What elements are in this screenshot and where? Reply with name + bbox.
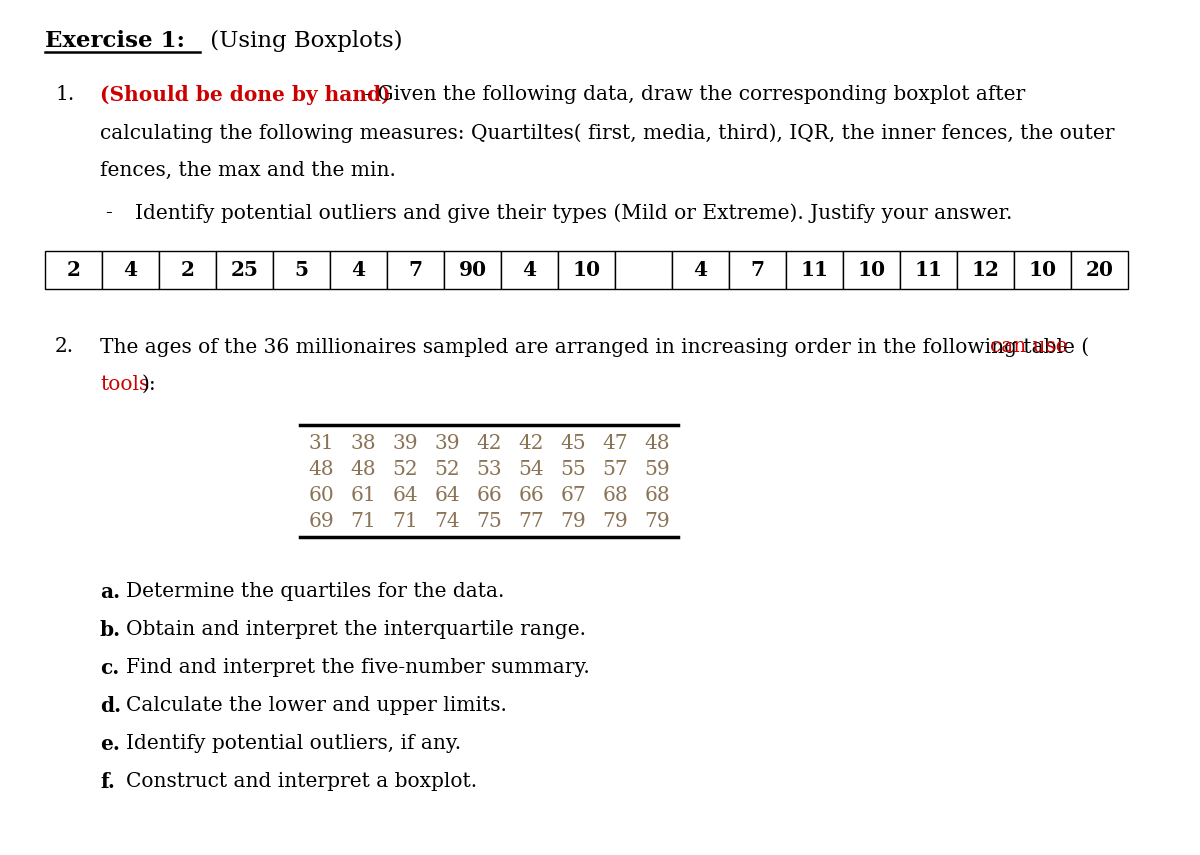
Text: 67: 67 [560, 486, 586, 504]
Text: 57: 57 [602, 460, 628, 479]
Text: 10: 10 [858, 260, 886, 280]
Text: 4: 4 [352, 260, 366, 280]
Bar [444, 251, 502, 289]
Text: e.: e. [100, 734, 120, 754]
Text: 10: 10 [572, 260, 600, 280]
Text: 7: 7 [408, 260, 422, 280]
Text: 52: 52 [434, 460, 460, 479]
Text: 10: 10 [1028, 260, 1056, 280]
Text: Identify potential outliers and give their types (Mild or Extreme). Justify your: Identify potential outliers and give the… [134, 203, 1013, 222]
Text: 2: 2 [180, 260, 194, 280]
Text: b.: b. [100, 620, 121, 640]
Text: tools: tools [100, 375, 149, 394]
Text: a.: a. [100, 582, 120, 602]
Bar [1014, 251, 1072, 289]
Text: 39: 39 [434, 433, 460, 452]
Text: 42: 42 [476, 433, 502, 452]
Text: 4: 4 [124, 260, 138, 280]
Text: Calculate the lower and upper limits.: Calculate the lower and upper limits. [126, 696, 506, 715]
Text: 71: 71 [392, 511, 418, 531]
Bar [330, 251, 386, 289]
Text: 54: 54 [518, 460, 544, 479]
Bar [158, 251, 216, 289]
Text: d.: d. [100, 696, 121, 716]
Text: 31: 31 [308, 433, 334, 452]
Text: 48: 48 [644, 433, 670, 452]
Text: 47: 47 [602, 433, 628, 452]
Text: -: - [106, 203, 112, 222]
Text: 39: 39 [392, 433, 418, 452]
Text: 20: 20 [1086, 260, 1114, 280]
Text: 4: 4 [694, 260, 708, 280]
Text: 66: 66 [476, 486, 502, 504]
Text: 79: 79 [644, 511, 670, 531]
Text: 11: 11 [914, 260, 942, 280]
Bar [842, 251, 900, 289]
Text: Obtain and interpret the interquartile range.: Obtain and interpret the interquartile r… [126, 620, 586, 639]
Text: 5: 5 [294, 260, 308, 280]
Text: c.: c. [100, 658, 119, 678]
Text: 77: 77 [518, 511, 544, 531]
Text: (Should be done by hand): (Should be done by hand) [100, 85, 391, 105]
Text: 38: 38 [350, 433, 376, 452]
Bar [386, 251, 444, 289]
Bar [730, 251, 786, 289]
Text: 90: 90 [458, 260, 486, 280]
Bar [616, 251, 672, 289]
Text: Construct and interpret a boxplot.: Construct and interpret a boxplot. [126, 772, 478, 791]
Text: 64: 64 [434, 486, 460, 504]
Bar [502, 251, 558, 289]
Text: 75: 75 [476, 511, 502, 531]
Bar [958, 251, 1014, 289]
Text: calculating the following measures: Quartiltes( first, media, third), IQR, the i: calculating the following measures: Quar… [100, 123, 1115, 143]
Bar [46, 251, 102, 289]
Text: 45: 45 [560, 433, 586, 452]
Text: 69: 69 [308, 511, 334, 531]
Text: 64: 64 [392, 486, 418, 504]
Text: fences, the max and the min.: fences, the max and the min. [100, 161, 396, 180]
Bar [274, 251, 330, 289]
Text: 68: 68 [602, 486, 628, 504]
Bar [900, 251, 958, 289]
Text: The ages of the 36 millionaires sampled are arranged in increasing order in the : The ages of the 36 millionaires sampled … [100, 337, 1090, 357]
Bar [1072, 251, 1128, 289]
Text: 2: 2 [66, 260, 80, 280]
Text: 52: 52 [392, 460, 418, 479]
Text: 1.: 1. [55, 85, 74, 104]
Text: Determine the quartiles for the data.: Determine the quartiles for the data. [126, 582, 504, 601]
Text: 7: 7 [750, 260, 764, 280]
Bar [558, 251, 616, 289]
Text: 48: 48 [308, 460, 334, 479]
Text: 79: 79 [560, 511, 586, 531]
Text: 71: 71 [350, 511, 376, 531]
Text: 59: 59 [644, 460, 670, 479]
Bar [672, 251, 730, 289]
Text: 61: 61 [350, 486, 376, 504]
Text: 55: 55 [560, 460, 586, 479]
Text: 48: 48 [350, 460, 376, 479]
Text: Identify potential outliers, if any.: Identify potential outliers, if any. [126, 734, 461, 753]
Text: can use: can use [990, 337, 1068, 356]
Text: 79: 79 [602, 511, 628, 531]
Text: 4: 4 [522, 260, 536, 280]
Bar [216, 251, 274, 289]
Text: 60: 60 [308, 486, 334, 504]
Text: f.: f. [100, 772, 115, 792]
Text: 42: 42 [518, 433, 544, 452]
Text: 66: 66 [518, 486, 544, 504]
Text: - Given the following data, draw the corresponding boxplot after: - Given the following data, draw the cor… [358, 85, 1025, 104]
Bar [102, 251, 158, 289]
Text: (Using Boxplots): (Using Boxplots) [203, 30, 402, 52]
Text: 2.: 2. [55, 337, 74, 356]
Text: 53: 53 [476, 460, 502, 479]
Text: 74: 74 [434, 511, 460, 531]
Bar [786, 251, 842, 289]
Text: Find and interpret the five-number summary.: Find and interpret the five-number summa… [126, 658, 589, 677]
Text: ):: ): [142, 375, 157, 394]
Text: Exercise 1:: Exercise 1: [46, 30, 185, 52]
Text: 12: 12 [972, 260, 1000, 280]
Text: 25: 25 [230, 260, 258, 280]
Text: 68: 68 [644, 486, 670, 504]
Text: 11: 11 [800, 260, 828, 280]
